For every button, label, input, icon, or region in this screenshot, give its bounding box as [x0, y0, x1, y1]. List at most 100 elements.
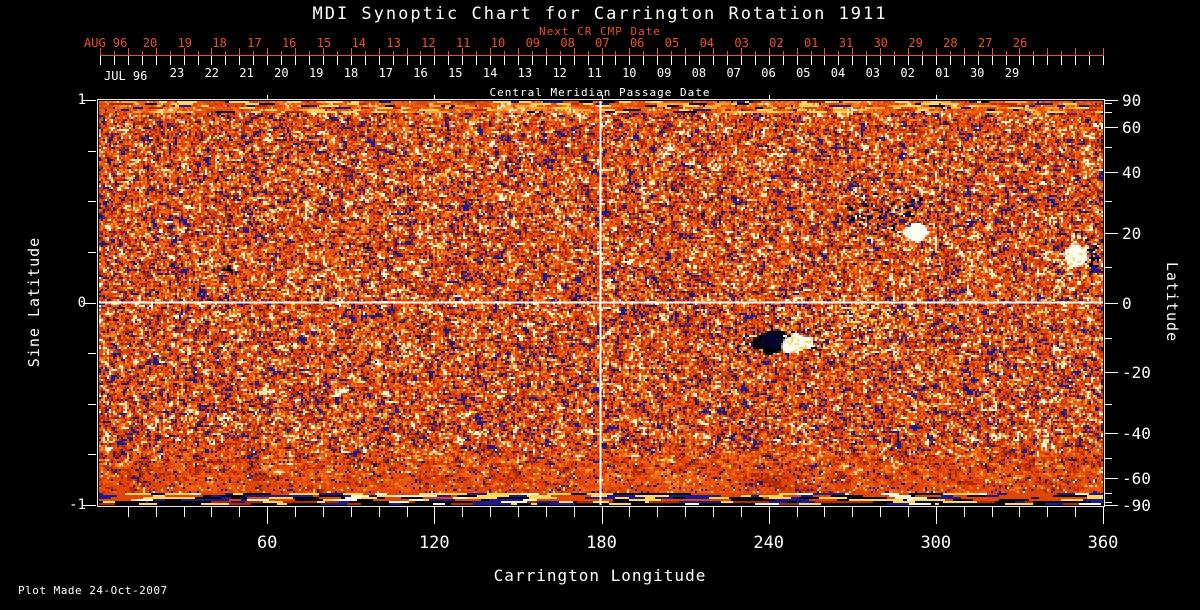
next-cr-axis-tick [350, 48, 352, 55]
next-cr-axis-tick [726, 51, 728, 55]
latitude-axis-tick [1104, 127, 1118, 129]
cmp-day-label: 02 [900, 66, 915, 80]
next-cr-axis-tick [949, 51, 951, 55]
next-cr-axis-tick [392, 51, 394, 55]
longitude-axis-tick-label: 180 [586, 533, 617, 553]
longitude-axis-tick [657, 507, 659, 517]
next-cr-axis-tick [880, 48, 882, 55]
cmp-axis-tick [712, 56, 714, 65]
longitude-axis-tick [267, 507, 269, 524]
cmp-axis-tick [963, 56, 965, 65]
next-cr-axis-tick [1033, 51, 1035, 55]
cmp-axis-tick [1033, 56, 1035, 65]
next-cr-axis-tick [573, 48, 575, 55]
next-cr-axis-tick [685, 48, 687, 55]
cmp-axis-tick [810, 56, 812, 65]
latitude-axis-tick [1104, 432, 1118, 434]
sine-axis-tick-label: -1 [69, 497, 86, 513]
next-cr-day-label: 02 [769, 36, 784, 50]
latitude-axis-tick-label: -90 [1122, 496, 1151, 515]
latitude-axis-tick-label: -60 [1122, 468, 1151, 488]
cmp-axis-tick [671, 56, 673, 65]
latitude-axis-tick [1104, 103, 1112, 105]
cmp-axis-tick [796, 56, 798, 65]
cmp-axis-tick [908, 56, 909, 65]
latitude-axis-tick [1104, 505, 1118, 506]
cmp-axis-tick [183, 56, 185, 65]
cmp-axis-tick [949, 56, 951, 65]
next-cr-axis-tick [504, 51, 505, 55]
longitude-axis-tick [490, 507, 492, 517]
longitude-axis-tick [322, 507, 324, 517]
next-cr-axis-tick [1061, 51, 1063, 55]
cmp-axis-tick [1075, 56, 1077, 65]
next-cr-day-label: 12 [421, 36, 436, 50]
cmp-month-label: JUL 96 [104, 69, 148, 83]
longitude-axis-tick [1019, 507, 1021, 517]
next-cr-axis-tick [155, 48, 157, 55]
next-cr-axis-tick [113, 51, 115, 55]
longitude-axis-tick-label: 240 [753, 533, 785, 553]
longitude-axis-tick [824, 507, 826, 517]
cmp-axis-tick [225, 56, 227, 65]
cmp-day-label: 21 [239, 66, 254, 80]
latitude-axis-tick-label: 20 [1122, 224, 1142, 244]
cmp-axis-tick [852, 56, 854, 65]
cmp-axis-tick [615, 56, 617, 65]
longitude-axis-tick [629, 507, 631, 517]
next-cr-day-label: 08 [560, 36, 575, 50]
next-cr-axis-tick [712, 48, 714, 55]
cmp-axis-tick [392, 56, 394, 65]
cmp-day-label: 01 [935, 66, 950, 80]
longitude-axis-tick [1075, 507, 1077, 517]
cmp-day-label: 17 [378, 66, 394, 80]
cmp-axis-tick [782, 56, 784, 65]
next-cr-day-label: 07 [595, 36, 610, 50]
next-cr-day-label: 13 [386, 36, 401, 50]
sine-axis-tick [83, 302, 96, 304]
cmp-axis-tick [420, 56, 422, 65]
next-cr-day-label: 30 [873, 36, 889, 50]
latitude-axis-tick [1104, 233, 1118, 235]
latitude-axis-tick [1104, 267, 1112, 269]
longitude-axis-tick [740, 507, 742, 517]
cmp-day-label: 23 [169, 66, 185, 80]
cmp-axis-tick [169, 56, 171, 65]
cmp-axis-tick [838, 56, 840, 65]
cmp-axis-tick [504, 56, 505, 65]
next-cr-day-label: 27 [977, 36, 993, 50]
next-cr-axis-tick [239, 48, 241, 55]
next-cr-axis-tick [545, 48, 547, 55]
next-cr-axis-tick [100, 48, 101, 55]
next-cr-axis-tick [490, 48, 492, 55]
cmp-axis-tick [935, 56, 937, 65]
cmp-axis-tick [977, 56, 979, 65]
next-cr-axis-tick [1005, 51, 1007, 55]
next-cr-axis-tick [824, 48, 826, 55]
next-cr-day-label: 10 [490, 36, 506, 50]
next-cr-day-label: 20 [142, 36, 158, 50]
next-cr-axis-tick [309, 51, 310, 55]
cmp-axis-tick [378, 56, 380, 65]
longitude-axis-tick-label: 60 [256, 533, 278, 553]
next-cr-axis-tick [225, 51, 227, 55]
longitude-axis-tick [239, 507, 241, 517]
longitude-axis-tick [963, 507, 965, 517]
next-cr-day-label: 19 [177, 36, 193, 50]
longitude-axis-tick [908, 507, 909, 517]
longitude-axis-tick [155, 507, 157, 517]
plot-made-note: Plot Made 24-Oct-2007 [18, 584, 168, 597]
longitude-axis-tick [406, 507, 408, 517]
cmp-axis-tick [253, 56, 255, 65]
next-cr-axis-tick [1103, 48, 1104, 55]
cmp-axis-tick [448, 56, 450, 65]
cmp-axis-tick [267, 56, 269, 65]
next-cr-axis-tick [908, 48, 909, 55]
top-edge-tick [935, 95, 937, 100]
next-cr-axis-tick [448, 51, 450, 55]
chart-title: MDI Synoptic Chart for Carrington Rotati… [312, 4, 888, 24]
longitude-axis-tick [434, 507, 436, 524]
next-cr-axis-tick [364, 51, 366, 55]
cmp-day-label: 15 [448, 66, 463, 80]
